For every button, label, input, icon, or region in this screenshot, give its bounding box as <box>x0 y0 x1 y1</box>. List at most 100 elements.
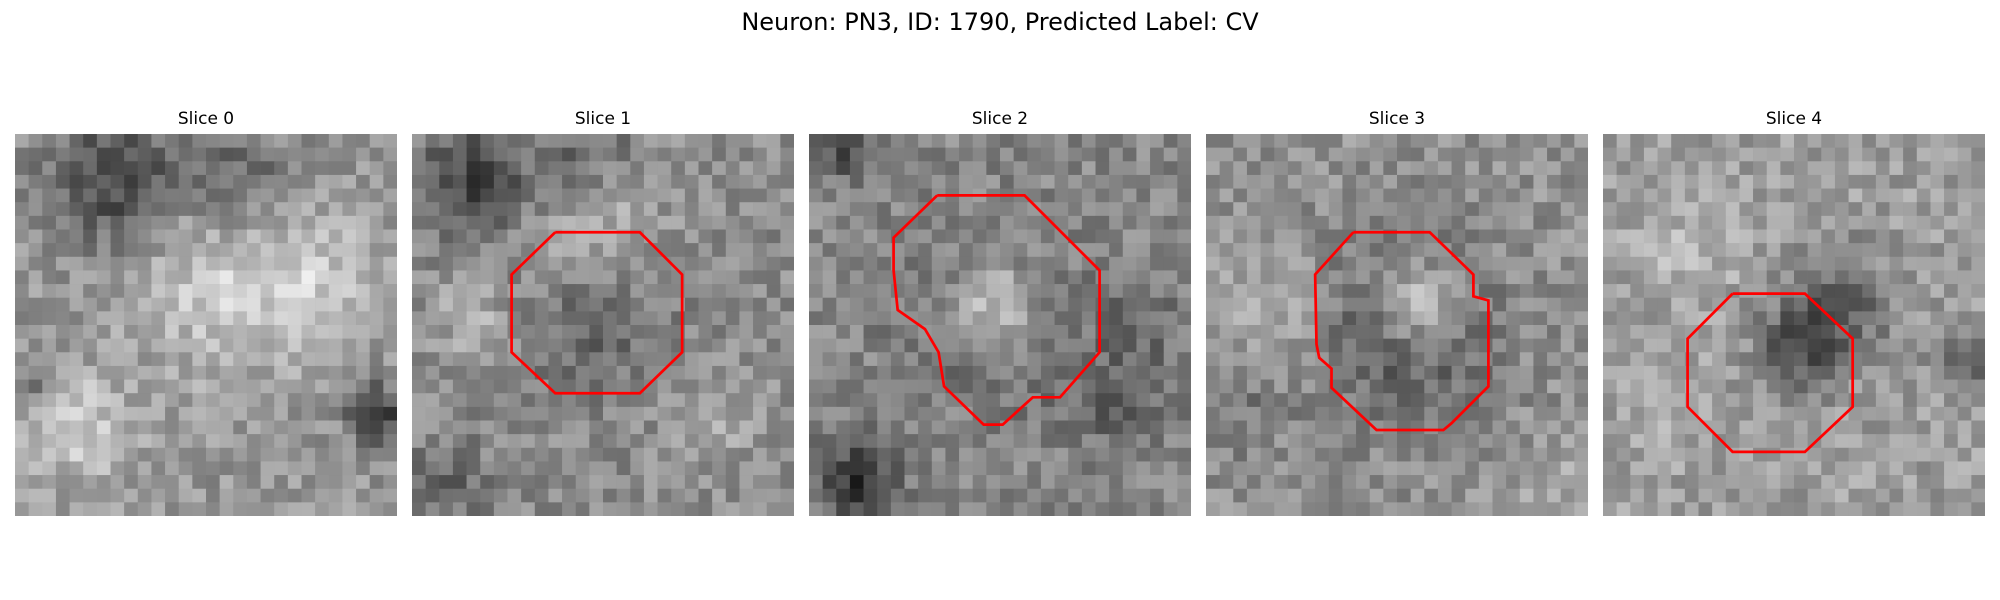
pixel <box>1807 475 1822 489</box>
pixel <box>766 352 781 367</box>
pixel <box>425 297 440 312</box>
pixel <box>959 215 973 230</box>
pixel <box>1944 325 1958 339</box>
pixel <box>83 202 98 217</box>
pixel <box>657 229 672 244</box>
pixel <box>1547 406 1561 421</box>
pixel <box>15 365 29 380</box>
pixel <box>1616 488 1631 503</box>
pixel <box>1519 420 1534 435</box>
pixel <box>1971 270 1985 285</box>
pixel <box>151 243 166 258</box>
pixel <box>1903 147 1918 162</box>
pixel <box>1356 284 1370 298</box>
pixel <box>28 270 43 285</box>
pixel <box>1109 338 1124 353</box>
pixel <box>725 174 740 189</box>
pixel <box>1177 297 1191 312</box>
pixel <box>1356 188 1370 203</box>
pixel <box>151 174 166 189</box>
pixel <box>151 502 166 516</box>
pixel <box>1219 502 1234 516</box>
pixel <box>1219 297 1234 312</box>
pixel <box>480 420 495 435</box>
pixel <box>1560 502 1575 516</box>
pixel <box>1013 256 1028 271</box>
pixel <box>1794 338 1808 353</box>
pixel <box>877 256 892 271</box>
pixel <box>589 270 604 285</box>
pixel <box>1875 352 1890 367</box>
pixel <box>698 461 713 476</box>
pixel <box>1739 202 1754 217</box>
pixel <box>1834 461 1849 476</box>
pixel <box>890 393 905 408</box>
pixel <box>1260 256 1275 271</box>
pixel <box>260 134 275 148</box>
pixel <box>1834 297 1849 312</box>
pixel <box>178 365 193 380</box>
pixel <box>1040 365 1055 380</box>
pixel <box>1437 325 1452 339</box>
pixel <box>1054 475 1069 489</box>
pixel <box>931 256 946 271</box>
pixel <box>328 502 343 516</box>
pixel <box>1122 488 1137 503</box>
pixel <box>1095 325 1110 339</box>
pixel <box>725 311 740 326</box>
pixel <box>766 215 781 230</box>
pixel <box>233 338 248 353</box>
pixel <box>863 325 878 339</box>
pixel <box>1027 325 1042 339</box>
pixel <box>28 393 43 408</box>
pixel <box>466 243 481 258</box>
pixel <box>643 188 658 203</box>
pixel <box>1163 202 1178 217</box>
pixel <box>1657 215 1672 230</box>
pixel <box>369 256 384 271</box>
pixel <box>1492 270 1507 285</box>
pixel <box>1342 215 1357 230</box>
pixel <box>1451 325 1466 339</box>
pixel <box>739 134 754 148</box>
pixel <box>1519 174 1534 189</box>
pixel <box>96 229 111 244</box>
pixel <box>1287 202 1302 217</box>
pixel <box>657 243 672 258</box>
pixel <box>725 188 740 203</box>
pixel <box>534 325 549 339</box>
pixel <box>780 202 794 217</box>
pixel <box>671 215 686 230</box>
pixel <box>1356 325 1370 339</box>
pixel <box>1274 311 1289 326</box>
pixel <box>684 134 699 148</box>
pixel <box>1246 188 1261 203</box>
pixel <box>1356 434 1370 449</box>
pixel <box>206 270 220 285</box>
pixel <box>137 365 152 380</box>
pixel <box>534 502 549 516</box>
pixel <box>1533 461 1548 476</box>
pixel <box>356 420 370 435</box>
pixel <box>959 475 973 489</box>
pixel <box>1424 393 1439 408</box>
pixel <box>466 325 481 339</box>
pixel <box>28 338 43 353</box>
pixel <box>1506 297 1521 312</box>
pixel <box>1930 202 1945 217</box>
pixel <box>1971 447 1985 462</box>
pixel <box>836 338 851 353</box>
pixel <box>836 134 851 148</box>
pixel <box>1136 284 1151 298</box>
pixel <box>890 161 905 176</box>
pixel <box>1274 174 1289 189</box>
pixel <box>493 256 508 271</box>
pixel <box>493 311 508 326</box>
pixel <box>1519 447 1534 462</box>
pixel <box>233 243 248 258</box>
pixel <box>959 393 973 408</box>
pixel <box>1944 379 1958 394</box>
pixel <box>725 488 740 503</box>
pixel <box>301 502 316 516</box>
pixel <box>1944 174 1958 189</box>
